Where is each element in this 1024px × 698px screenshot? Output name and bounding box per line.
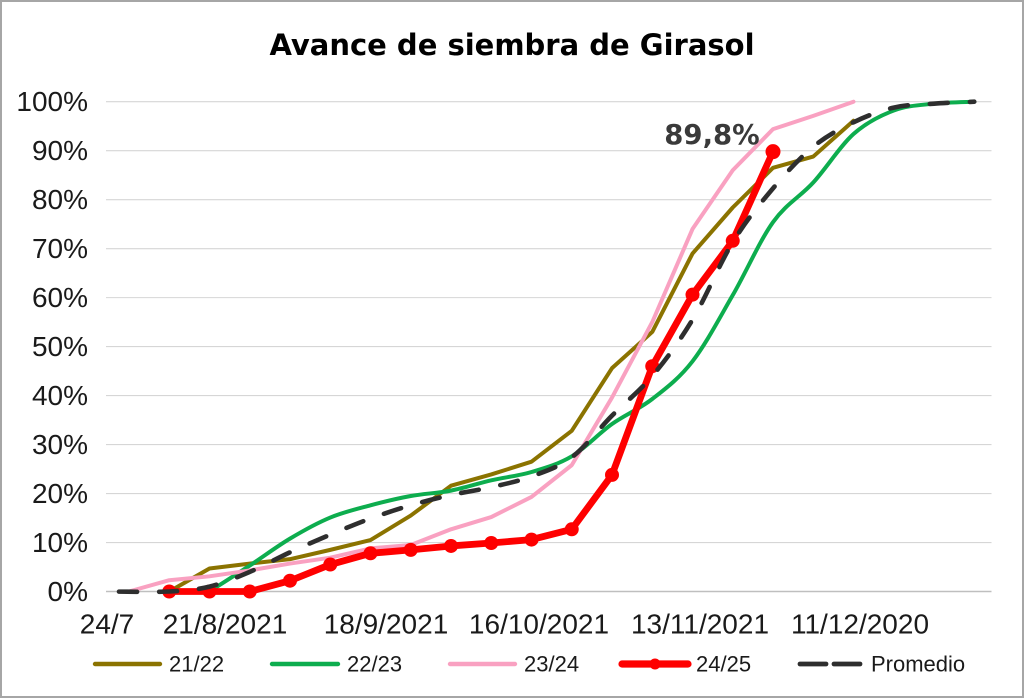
x-tick-label-3: 16/10/2021 xyxy=(469,609,609,640)
y-tick-label-100: 100% xyxy=(16,86,88,117)
series-marker-24/25-6 xyxy=(403,542,418,557)
x-tick-label-2: 18/9/2021 xyxy=(324,609,449,640)
legend-label-24/25: 24/25 xyxy=(696,652,751,677)
series-line-Promedio xyxy=(103,99,977,595)
y-tick-label-90: 90% xyxy=(32,135,88,166)
series-marker-24/25-13 xyxy=(685,287,700,302)
series-marker-24/25-2 xyxy=(242,584,257,599)
series-line-21/22 xyxy=(167,118,856,594)
legend-label-21/22: 21/22 xyxy=(169,652,224,677)
y-tick-label-40: 40% xyxy=(32,380,88,411)
y-tick-label-0: 0% xyxy=(48,576,88,607)
series-marker-24/25-9 xyxy=(524,532,539,547)
series-marker-24/25-15 xyxy=(765,144,781,160)
x-tick-label-5: 11/12/2020 xyxy=(791,609,929,640)
series-marker-24/25-3 xyxy=(283,573,297,588)
x-tick-label-1: 21/8/2021 xyxy=(163,609,288,640)
legend-label-23/24: 23/24 xyxy=(524,652,579,677)
series-line-22/23 xyxy=(207,99,977,594)
series-marker-24/25-14 xyxy=(725,233,740,248)
y-tick-label-10: 10% xyxy=(32,527,88,558)
series-line-24/25 xyxy=(165,148,777,595)
series-marker-24/25-8 xyxy=(484,536,499,551)
legend-label-Promedio: Promedio xyxy=(871,652,965,677)
series-marker-24/25-10 xyxy=(564,522,579,537)
chart-title: Avance de siembra de Girasol xyxy=(269,28,755,62)
y-tick-label-20: 20% xyxy=(32,478,88,509)
legend-marker-24/25 xyxy=(649,658,661,670)
y-tick-label-50: 50% xyxy=(32,331,88,362)
y-tick-label-80: 80% xyxy=(32,184,88,215)
y-tick-label-60: 60% xyxy=(32,282,88,313)
series-marker-24/25-4 xyxy=(323,557,338,572)
chart-annotation: 89,8% xyxy=(664,119,760,151)
y-tick-label-30: 30% xyxy=(32,429,88,460)
series-marker-24/25-11 xyxy=(605,467,619,482)
y-tick-label-70: 70% xyxy=(32,233,88,264)
x-tick-label-4: 13/11/2021 xyxy=(631,609,769,640)
series-marker-24/25-5 xyxy=(363,546,378,561)
legend-label-22/23: 22/23 xyxy=(347,652,402,677)
series-marker-24/25-7 xyxy=(444,538,458,553)
x-tick-label-0: 24/7 xyxy=(80,609,135,640)
